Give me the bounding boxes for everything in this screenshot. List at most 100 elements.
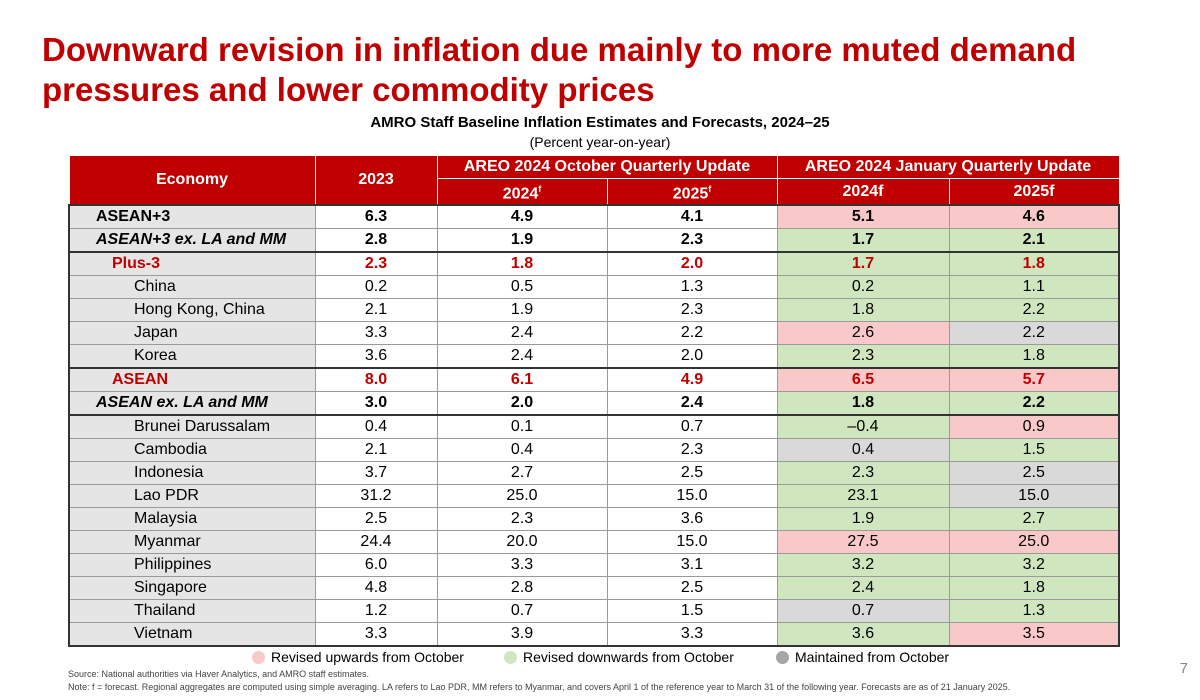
value-2023: 0.2 [314, 275, 438, 300]
value-oct-2025: 2.5 [606, 461, 778, 486]
value-oct-2024: 2.4 [436, 321, 608, 346]
economy-name: Singapore [68, 576, 316, 601]
value-jan-2025: 2.2 [948, 391, 1120, 417]
value-oct-2025: 15.0 [606, 484, 778, 509]
legend-item-up: Revised upwards from October [252, 649, 464, 665]
value-oct-2025: 4.1 [606, 204, 778, 230]
value-oct-2025: 2.2 [606, 321, 778, 346]
value-jan-2024: 1.8 [776, 298, 950, 323]
header-group-october: AREO 2024 October Quarterly Update [436, 155, 778, 179]
value-jan-2025: 2.2 [948, 298, 1120, 323]
gray-dot-icon [776, 650, 789, 664]
table-row: ASEAN+3 ex. LA and MM 2.8 1.9 2.3 1.7 2.1 [68, 228, 1120, 254]
value-jan-2025: 1.8 [948, 251, 1120, 277]
value-2023: 8.0 [314, 367, 438, 393]
value-jan-2025: 1.8 [948, 576, 1120, 601]
economy-name: Philippines [68, 553, 316, 578]
value-jan-2025: 4.6 [948, 204, 1120, 230]
value-jan-2024: 0.4 [776, 438, 950, 463]
economy-name: Lao PDR [68, 484, 316, 509]
header-group-january: AREO 2024 January Quarterly Update [776, 155, 1120, 179]
legend-label-up: Revised upwards from October [271, 649, 464, 665]
value-2023: 1.2 [314, 599, 438, 624]
value-2023: 3.3 [314, 622, 438, 647]
value-oct-2024: 2.8 [436, 576, 608, 601]
economy-name: ASEAN+3 ex. LA and MM [68, 228, 316, 254]
value-oct-2024: 20.0 [436, 530, 608, 555]
economy-name: Korea [68, 344, 316, 370]
value-2023: 6.0 [314, 553, 438, 578]
value-2023: 3.7 [314, 461, 438, 486]
value-2023: 2.3 [314, 251, 438, 277]
legend: Revised upwards from October Revised dow… [0, 649, 1200, 667]
value-jan-2024: 2.6 [776, 321, 950, 346]
header-jan-2024: 2024f [776, 178, 950, 206]
value-jan-2024: 0.2 [776, 275, 950, 300]
value-oct-2025: 2.0 [606, 344, 778, 370]
inflation-table: Economy 2023 AREO 2024 October Quarterly… [68, 155, 1120, 647]
green-dot-icon [504, 650, 517, 664]
value-oct-2024: 6.1 [436, 367, 608, 393]
value-jan-2025: 1.8 [948, 344, 1120, 370]
value-2023: 2.5 [314, 507, 438, 532]
table-row: ASEAN ex. LA and MM 3.0 2.0 2.4 1.8 2.2 [68, 391, 1120, 417]
page-number: 7 [1179, 660, 1188, 677]
economy-name: Brunei Darussalam [68, 414, 316, 440]
table-row: Lao PDR 31.2 25.0 15.0 23.1 15.0 [68, 484, 1120, 509]
value-oct-2025: 1.5 [606, 599, 778, 624]
table-title: AMRO Staff Baseline Inflation Estimates … [370, 114, 830, 131]
value-oct-2024: 1.8 [436, 251, 608, 277]
value-jan-2025: 1.1 [948, 275, 1120, 300]
value-jan-2024: 5.1 [776, 204, 950, 230]
value-jan-2025: 5.7 [948, 367, 1120, 393]
value-oct-2025: 2.5 [606, 576, 778, 601]
table-row: ASEAN 8.0 6.1 4.9 6.5 5.7 [68, 367, 1120, 393]
value-2023: 2.1 [314, 298, 438, 323]
value-oct-2025: 4.9 [606, 367, 778, 393]
table-row: ASEAN+3 6.3 4.9 4.1 5.1 4.6 [68, 204, 1120, 230]
value-jan-2025: 3.2 [948, 553, 1120, 578]
value-jan-2025: 3.5 [948, 622, 1120, 647]
value-jan-2025: 2.2 [948, 321, 1120, 346]
table-row: Indonesia 3.7 2.7 2.5 2.3 2.5 [68, 461, 1120, 486]
value-oct-2024: 2.3 [436, 507, 608, 532]
economy-name: Plus-3 [68, 251, 316, 277]
table-row: Korea 3.6 2.4 2.0 2.3 1.8 [68, 344, 1120, 370]
value-jan-2025: 1.5 [948, 438, 1120, 463]
economy-name: Thailand [68, 599, 316, 624]
value-jan-2024: 2.3 [776, 344, 950, 370]
value-oct-2024: 2.0 [436, 391, 608, 417]
value-oct-2024: 1.9 [436, 298, 608, 323]
table-row: Vietnam 3.3 3.9 3.3 3.6 3.5 [68, 622, 1120, 647]
value-oct-2024: 1.9 [436, 228, 608, 254]
value-oct-2025: 3.1 [606, 553, 778, 578]
header-2023: 2023 [314, 155, 438, 206]
value-2023: 2.1 [314, 438, 438, 463]
source-note: Source: National authorities via Haver A… [68, 669, 369, 679]
value-oct-2024: 4.9 [436, 204, 608, 230]
economy-name: Cambodia [68, 438, 316, 463]
table-row: Thailand 1.2 0.7 1.5 0.7 1.3 [68, 599, 1120, 624]
header-oct-2024: 2024f [436, 178, 608, 206]
legend-item-down: Revised downwards from October [504, 649, 734, 665]
value-2023: 3.0 [314, 391, 438, 417]
table-row: Philippines 6.0 3.3 3.1 3.2 3.2 [68, 553, 1120, 578]
value-oct-2024: 0.4 [436, 438, 608, 463]
value-oct-2025: 3.6 [606, 507, 778, 532]
legend-label-same: Maintained from October [795, 649, 950, 665]
footnote: Note: f = forecast. Regional aggregates … [68, 682, 1011, 692]
value-2023: 31.2 [314, 484, 438, 509]
value-jan-2025: 2.1 [948, 228, 1120, 254]
table-row: Myanmar 24.4 20.0 15.0 27.5 25.0 [68, 530, 1120, 555]
legend-item-same: Maintained from October [776, 649, 949, 665]
pink-dot-icon [252, 650, 265, 664]
table-row: Hong Kong, China 2.1 1.9 2.3 1.8 2.2 [68, 298, 1120, 323]
value-oct-2025: 1.3 [606, 275, 778, 300]
table-row: Singapore 4.8 2.8 2.5 2.4 1.8 [68, 576, 1120, 601]
value-jan-2024: –0.4 [776, 414, 950, 440]
economy-name: ASEAN [68, 367, 316, 393]
value-2023: 6.3 [314, 204, 438, 230]
header-jan-2025: 2025f [948, 178, 1120, 206]
value-2023: 2.8 [314, 228, 438, 254]
table-row: Japan 3.3 2.4 2.2 2.6 2.2 [68, 321, 1120, 346]
